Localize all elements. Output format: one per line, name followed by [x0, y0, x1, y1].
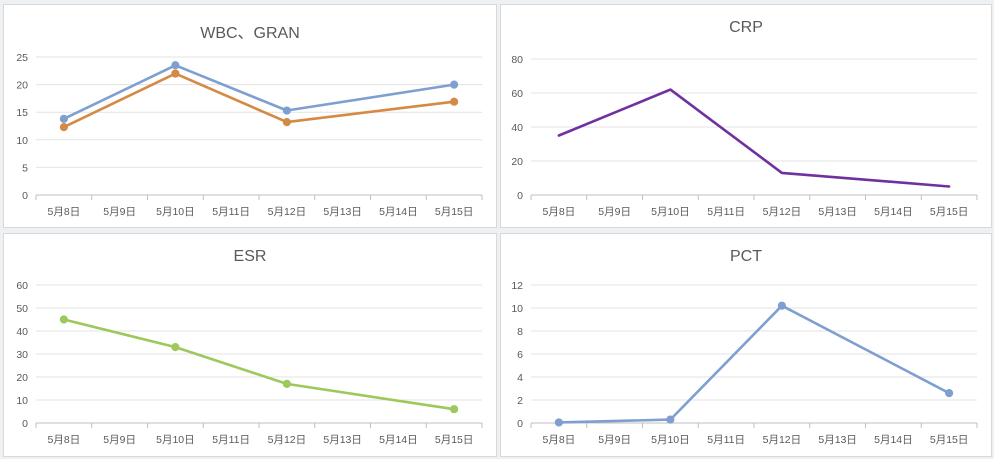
chart-panel-crp: CRP 0 20 40 60 80 5月8日 5月9日 5月10日 5月11日 5月12日 5月13… [500, 4, 992, 228]
x-tick-label: 5月8日 [543, 434, 576, 446]
x-tick-label: 5月9日 [103, 434, 136, 446]
x-tick-label: 5月13日 [323, 434, 362, 446]
y-tick-label: 40 [16, 326, 28, 338]
x-tick-label: 5月15日 [435, 434, 474, 446]
y-tick-label: 4 [517, 372, 523, 384]
y-tick-label: 20 [16, 80, 28, 92]
chart-title: WBC、GRAN [200, 25, 300, 42]
data-point-series-1 [554, 418, 563, 427]
series-line-1 [62, 64, 456, 121]
line-chart-crp: 0 20 40 60 80 5月8日 5月9日 5月10日 5月11日 5月12日 5月13日 5月1… [511, 54, 978, 218]
chart-title: PCT [730, 248, 762, 265]
data-point-series-2 [450, 97, 459, 106]
x-tick-label: 5月8日 [543, 206, 576, 218]
data-point-series-1 [945, 389, 954, 398]
data-point-series-1 [59, 114, 68, 123]
y-tick-label: 20 [511, 156, 523, 168]
y-tick-label: 10 [16, 395, 28, 407]
chart-panel-esr: ESR 0 10 20 30 40 50 60 5月8日 5月9日 5月10日 5月11日 5月12日… [3, 233, 497, 457]
y-tick-label: 20 [16, 372, 28, 384]
y-tick-label: 80 [511, 54, 523, 66]
series-line-1 [557, 304, 951, 424]
x-tick-label: 5月15日 [435, 206, 474, 218]
x-tick-label: 5月10日 [156, 434, 195, 446]
y-tick-label: 6 [517, 349, 523, 361]
chart-panel-wbc-gran: WBC、GRAN 0 5 10 15 20 25 5月8日 5月9日 5月10日 5月11日 5月1… [3, 4, 497, 228]
chart-panel-pct: PCT 0 2 4 6 8 10 12 5月8日 5月9日 5月10日 5月11日 5月12日 5月13… [500, 233, 992, 457]
x-tick-label: 5月10日 [156, 206, 195, 218]
x-tick-label: 5月15日 [930, 434, 969, 446]
x-tick-label: 5月11日 [212, 434, 250, 446]
line-chart-esr: 0 10 20 30 40 50 60 5月8日 5月9日 5月10日 5月11日 5月12日 5月13… [16, 280, 483, 446]
x-tick-label: 5月8日 [48, 206, 81, 218]
y-tick-label: 5 [22, 162, 28, 174]
x-tick-label: 5月9日 [103, 206, 136, 218]
data-point-series-1 [59, 315, 68, 324]
y-tick-label: 60 [16, 280, 28, 292]
x-tick-label: 5月14日 [874, 206, 913, 218]
y-tick-label: 2 [517, 395, 523, 407]
data-point-series-1 [171, 343, 180, 352]
x-tick-label: 5月12日 [268, 206, 307, 218]
x-tick-label: 5月13日 [818, 434, 857, 446]
line-chart-pct: 0 2 4 6 8 10 12 5月8日 5月9日 5月10日 5月11日 5月12日 5月13日 5月1… [511, 280, 978, 446]
y-tick-label: 40 [511, 122, 523, 134]
chart-title: CRP [729, 19, 763, 36]
x-tick-label: 5月13日 [323, 206, 362, 218]
x-tick-label: 5月11日 [212, 206, 250, 218]
x-tick-label: 5月12日 [763, 206, 802, 218]
y-tick-label: 0 [22, 418, 28, 430]
y-tick-label: 50 [16, 303, 28, 315]
y-tick-label: 8 [517, 326, 523, 338]
series-line-1 [557, 88, 951, 188]
data-point-series-2 [282, 118, 291, 127]
data-point-series-1 [666, 415, 675, 424]
x-tick-label: 5月10日 [651, 434, 690, 446]
x-tick-label: 5月14日 [874, 434, 913, 446]
y-tick-label: 10 [16, 135, 28, 147]
x-tick-label: 5月14日 [379, 206, 418, 218]
y-tick-label: 0 [517, 190, 523, 202]
data-point-series-2 [171, 69, 180, 78]
y-tick-label: 15 [16, 107, 28, 119]
x-tick-label: 5月8日 [48, 434, 81, 446]
series-line-2 [62, 72, 456, 129]
x-tick-label: 5月11日 [707, 206, 745, 218]
x-tick-label: 5月11日 [707, 434, 745, 446]
series-line-1 [62, 318, 456, 411]
y-tick-label: 12 [511, 280, 523, 292]
y-tick-label: 10 [511, 303, 523, 315]
chart-title: ESR [233, 248, 267, 265]
data-point-series-1 [777, 301, 786, 310]
data-point-series-1 [282, 106, 291, 115]
x-tick-label: 5月9日 [598, 206, 631, 218]
x-tick-label: 5月12日 [763, 434, 802, 446]
x-tick-label: 5月15日 [930, 206, 969, 218]
line-chart-wbc-gran: 0 5 10 15 20 25 5月8日 5月9日 5月10日 5月11日 5月12日 5月13日 5月… [16, 52, 483, 218]
x-tick-label: 5月10日 [651, 206, 690, 218]
data-point-series-1 [171, 61, 180, 70]
x-tick-label: 5月9日 [598, 434, 631, 446]
data-point-series-1 [450, 405, 459, 414]
data-point-series-1 [282, 379, 291, 388]
y-tick-label: 60 [511, 88, 523, 100]
x-tick-label: 5月13日 [818, 206, 857, 218]
data-point-series-2 [59, 123, 68, 132]
data-point-series-1 [450, 80, 459, 89]
x-tick-label: 5月14日 [379, 434, 418, 446]
y-tick-label: 0 [22, 190, 28, 202]
x-tick-label: 5月12日 [268, 434, 307, 446]
y-tick-label: 25 [16, 52, 28, 64]
y-tick-label: 0 [517, 418, 523, 430]
y-tick-label: 30 [16, 349, 28, 361]
